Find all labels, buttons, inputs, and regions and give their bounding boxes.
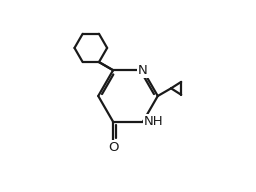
Text: O: O: [108, 141, 118, 154]
Text: NH: NH: [144, 115, 164, 128]
Text: N: N: [138, 64, 148, 77]
